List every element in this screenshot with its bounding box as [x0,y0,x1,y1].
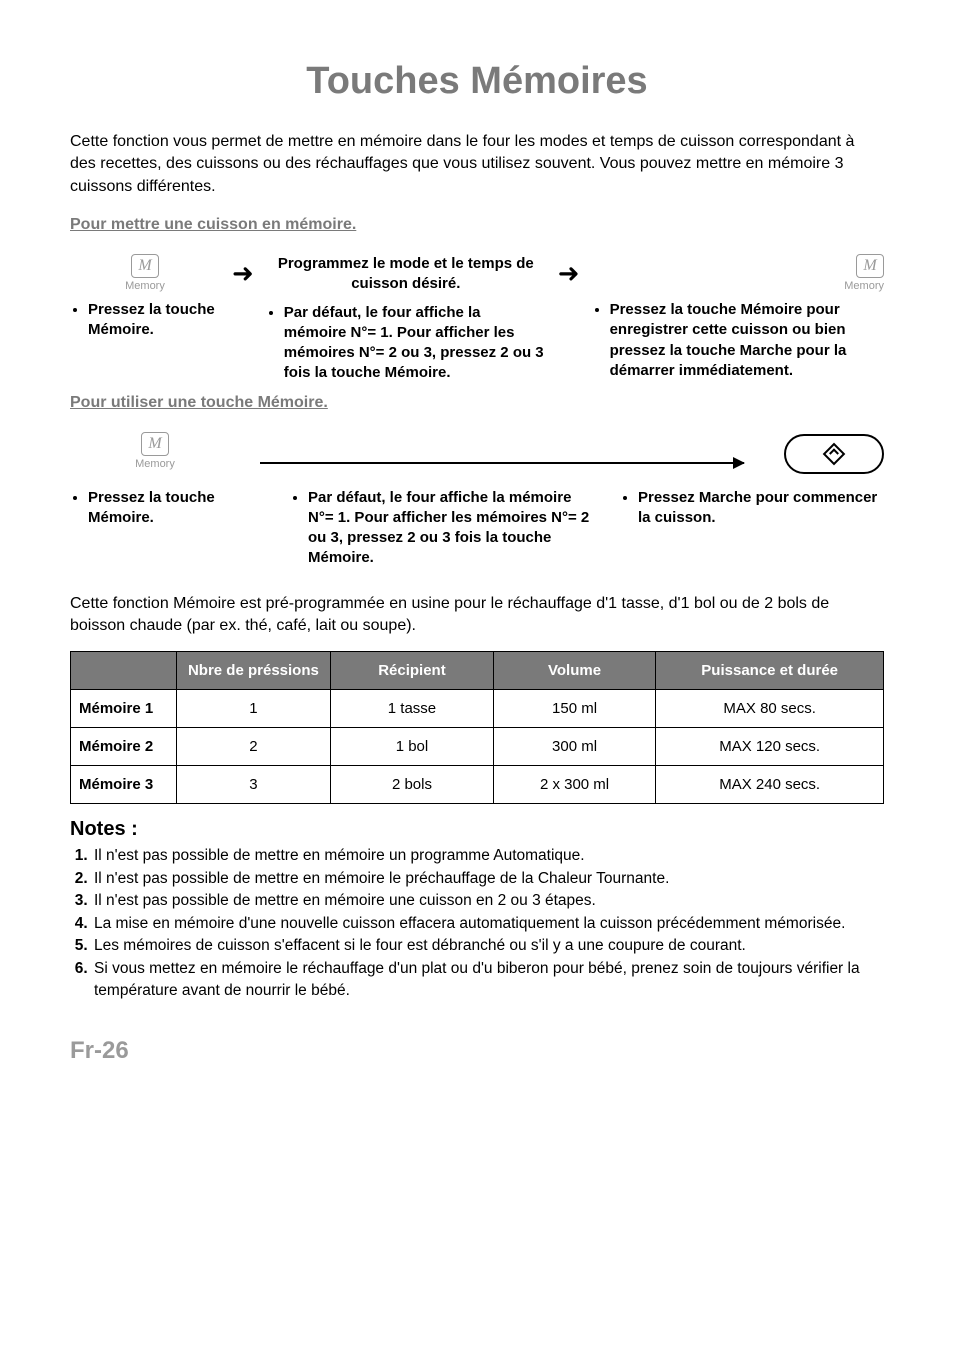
table-cell: 3 [176,766,330,804]
table-row: Mémoire 332 bols2 x 300 mlMAX 240 secs. [71,766,884,804]
memory-button-icon: M Memory [70,254,220,292]
arrow-icon: ➜ [558,254,580,286]
arrow-icon: ➜ [232,254,254,286]
table-header-cell: Puissance et durée [656,652,884,690]
page-title: Touches Mémoires [70,60,884,103]
table-cell: 2 [176,728,330,766]
table-cell: Mémoire 1 [71,690,177,728]
memory-icon: M [131,254,159,278]
section1-heading: Pour mettre une cuisson en mémoire. [70,216,884,234]
table-header-cell: Nbre de préssions [176,652,330,690]
step1-text: Pressez la touche Mémoire. [88,300,220,341]
table-cell: MAX 240 secs. [656,766,884,804]
table-header-row: Nbre de préssionsRécipientVolumePuissanc… [71,652,884,690]
table-cell: 2 bols [331,766,494,804]
page-number: Fr-26 [70,1037,884,1065]
use-step1-text: Pressez la touche Mémoire. [88,488,260,529]
note-item: Il n'est pas possible de mettre en mémoi… [92,868,884,890]
memory-button-icon: M Memory [592,254,884,292]
flow-store-memory: M Memory Pressez la touche Mémoire. ➜ Pr… [70,254,884,384]
diamond-icon [823,442,846,465]
table-cell: 1 [176,690,330,728]
memory-icon-label: Memory [125,280,165,292]
note-item: Il n'est pas possible de mettre en mémoi… [92,845,884,867]
table-cell: 150 ml [493,690,656,728]
memory-icon: M [856,254,884,278]
flow-use-memory-icons: M Memory [70,432,884,476]
use-step2-text: Par défaut, le four affiche la mémoire N… [308,488,590,569]
step2-bullet: Par défaut, le four affiche la mémoire N… [284,303,546,384]
table-row: Mémoire 221 bol300 mlMAX 120 secs. [71,728,884,766]
note-item: Si vous mettez en mémoire le réchauffage… [92,958,884,1003]
table-cell: MAX 80 secs. [656,690,884,728]
table-cell: Mémoire 2 [71,728,177,766]
step2-top-text: Programmez le mode et le temps de cuisso… [266,254,546,295]
memory-button-icon: M Memory [135,432,175,470]
intro-paragraph: Cette fonction vous permet de mettre en … [70,131,884,198]
note-item: La mise en mémoire d'une nouvelle cuisso… [92,913,884,935]
flow-use-memory-text: Pressez la touche Mémoire. Par défaut, l… [70,480,884,569]
table-cell: 1 bol [331,728,494,766]
table-cell: 1 tasse [331,690,494,728]
table-header-cell: Volume [493,652,656,690]
notes-list: Il n'est pas possible de mettre en mémoi… [70,845,884,1002]
table-row: Mémoire 111 tasse150 mlMAX 80 secs. [71,690,884,728]
table-header-cell: Récipient [331,652,494,690]
table-cell: 300 ml [493,728,656,766]
table-cell: Mémoire 3 [71,766,177,804]
memory-icon-label: Memory [135,458,175,470]
pre-table-paragraph: Cette fonction Mémoire est pré-programmé… [70,593,884,638]
notes-heading: Notes : [70,818,884,841]
note-item: Les mémoires de cuisson s'effacent si le… [92,935,884,957]
start-button-icon [784,434,884,474]
step3-text: Pressez la touche Mémoire pour enregistr… [610,300,884,381]
table-header-cell [71,652,177,690]
memory-icon-label: Memory [844,280,884,292]
note-item: Il n'est pas possible de mettre en mémoi… [92,890,884,912]
memory-icon: M [141,432,169,456]
long-arrow-icon [260,462,744,464]
section2-heading: Pour utiliser une touche Mémoire. [70,394,884,412]
use-step3-text: Pressez Marche pour commencer la cuisson… [638,488,884,529]
memory-presets-table: Nbre de préssionsRécipientVolumePuissanc… [70,651,884,804]
table-cell: MAX 120 secs. [656,728,884,766]
table-cell: 2 x 300 ml [493,766,656,804]
